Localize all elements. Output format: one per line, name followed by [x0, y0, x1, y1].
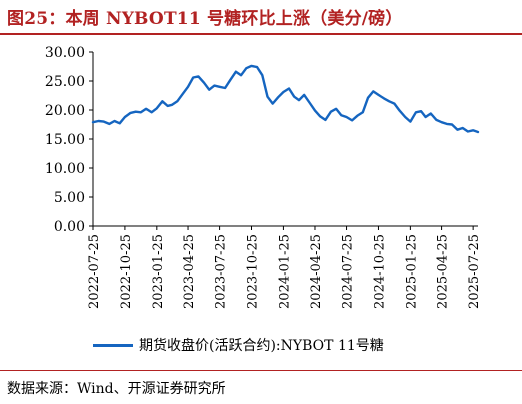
x-tick-label: 2023-07-25 [214, 234, 229, 309]
y-tick-label: 25.00 [45, 74, 85, 90]
data-source: 数据来源：Wind、开源证券研究所 [7, 381, 226, 397]
y-tick-label: 5.00 [54, 190, 85, 206]
x-tick-label: 2024-01-25 [277, 234, 292, 309]
series-line-sugar [91, 64, 480, 134]
x-tick-label: 2022-07-25 [87, 234, 102, 309]
x-tick-label: 2023-01-25 [151, 234, 166, 309]
x-tick-label: 2023-10-25 [246, 234, 261, 309]
y-tick-label: 10.00 [45, 161, 85, 177]
title-bar: 图25：本周 NYBOT11 号糖环比上涨（美分/磅） [0, 0, 522, 35]
y-tick-label: 20.00 [45, 103, 85, 119]
title-divider [0, 33, 522, 35]
legend-swatch [93, 343, 133, 347]
legend-label: 期货收盘价(活跃合约):NYBOT 11号糖 [139, 338, 384, 354]
x-tick-label: 2023-04-25 [182, 234, 197, 309]
chart-title: 图25：本周 NYBOT11 号糖环比上涨（美分/磅） [7, 9, 403, 29]
x-tick-label: 2024-10-25 [372, 234, 387, 309]
x-tick-label: 2025-04-25 [436, 234, 451, 309]
x-tick-label: 2024-07-25 [341, 234, 356, 309]
x-tick-label: 2025-01-25 [404, 234, 419, 309]
legend: 期货收盘价(活跃合约):NYBOT 11号糖 [93, 336, 384, 354]
x-tick-label: 2022-10-25 [119, 234, 134, 309]
x-tick-label: 2024-04-25 [309, 234, 324, 309]
y-tick-label: 30.00 [45, 45, 85, 61]
x-tick-label: 2025-07-25 [467, 234, 482, 309]
y-tick-label: 0.00 [54, 219, 85, 235]
y-tick-label: 15.00 [45, 132, 85, 148]
source-divider [0, 370, 522, 371]
